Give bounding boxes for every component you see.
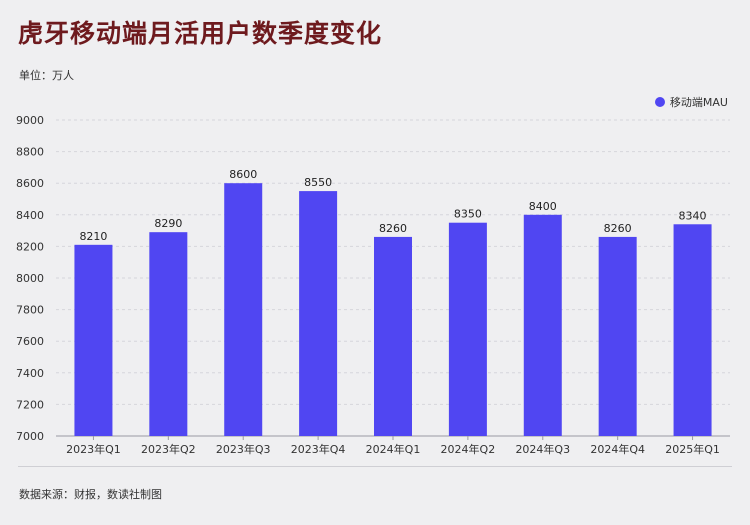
bar: [598, 236, 637, 436]
y-tick-label: 8400: [16, 209, 44, 222]
data-label: 8260: [604, 222, 632, 235]
y-tick-label: 7800: [16, 304, 44, 317]
data-label: 8340: [679, 209, 707, 222]
y-tick-label: 9000: [16, 114, 44, 127]
y-tick-label: 8200: [16, 240, 44, 253]
x-tick-label: 2024年Q3: [515, 442, 570, 456]
legend: 移动端MAU: [654, 94, 728, 110]
x-tick-label: 2023年Q3: [216, 442, 271, 456]
y-tick-label: 7200: [16, 398, 44, 411]
bar: [374, 236, 412, 436]
y-tick-label: 7600: [16, 335, 44, 348]
legend-swatch: [654, 97, 665, 107]
y-tick-label: 7400: [16, 367, 44, 380]
data-label: 8550: [304, 176, 332, 189]
y-tick-label: 7000: [16, 430, 44, 443]
x-tick-label: 2025年Q1: [665, 442, 720, 456]
unit-label: 单位：万人: [19, 69, 74, 82]
bar: [149, 232, 188, 436]
chart-title: 虎牙移动端月活用户数季度变化: [18, 19, 383, 48]
y-tick-label: 8000: [16, 272, 44, 285]
y-tick-label: 8800: [16, 146, 44, 159]
data-label: 8600: [229, 168, 257, 181]
x-tick-label: 2023年Q4: [291, 442, 346, 456]
x-tick-label: 2023年Q1: [66, 442, 121, 456]
bar: [523, 214, 562, 436]
bar: [673, 224, 712, 436]
footer-divider: [18, 466, 732, 467]
bar: [74, 244, 113, 436]
data-label: 8350: [454, 208, 482, 221]
x-tick-label: 2024年Q4: [590, 442, 645, 456]
bar: [448, 222, 487, 436]
x-tick-label: 2024年Q2: [441, 442, 496, 456]
x-tick-label: 2024年Q1: [366, 442, 421, 456]
y-tick-label: 8600: [16, 177, 44, 190]
x-tick-label: 2023年Q2: [141, 442, 196, 456]
data-label: 8400: [529, 200, 557, 213]
source-note: 数据来源：财报，数读社制图: [19, 488, 162, 501]
legend-label: 移动端MAU: [669, 96, 728, 109]
data-label: 8260: [379, 222, 407, 235]
bar: [299, 191, 338, 436]
data-label: 8210: [79, 230, 107, 243]
bar: [224, 183, 263, 436]
data-label: 8290: [154, 217, 182, 230]
